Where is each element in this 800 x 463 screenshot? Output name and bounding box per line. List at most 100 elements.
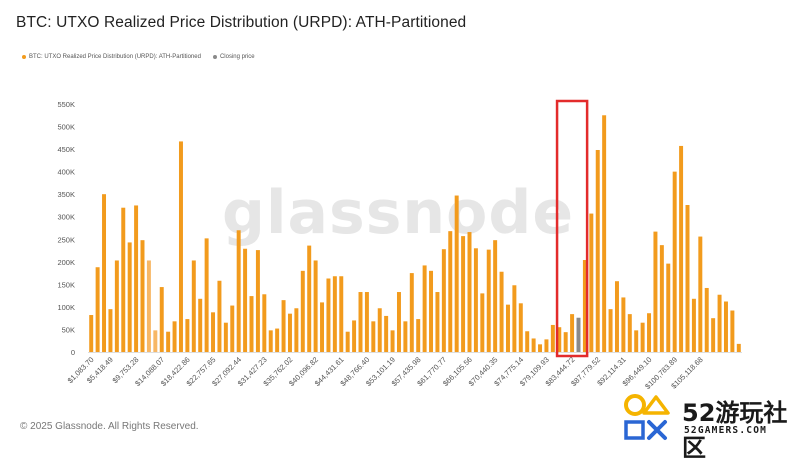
bar: [275, 328, 280, 352]
bar: [243, 248, 248, 352]
bar: [711, 318, 716, 352]
bar: [486, 249, 491, 352]
bar: [582, 260, 587, 352]
bar: [249, 296, 254, 352]
bar: [268, 330, 273, 352]
legend-label-closing-price: Closing price: [219, 54, 255, 60]
bar: [589, 213, 594, 352]
bar: [480, 293, 485, 352]
bar: [627, 314, 632, 352]
site-logo-icon: [624, 394, 670, 440]
bar: [121, 207, 126, 352]
bar: [614, 281, 619, 352]
bar: [544, 339, 549, 352]
bar: [339, 276, 344, 352]
bar: [531, 338, 536, 352]
bar: [294, 308, 299, 352]
bar: [127, 242, 132, 352]
legend-item-closing-price[interactable]: Closing price: [212, 54, 255, 60]
bar: [538, 344, 543, 352]
bar: [230, 305, 235, 352]
bar: [422, 265, 427, 352]
bar: [313, 260, 318, 352]
bar: [602, 115, 607, 352]
bar: [108, 309, 113, 352]
bar: [89, 315, 94, 352]
bar: [102, 194, 107, 352]
bar: [679, 145, 684, 352]
bar: [723, 301, 728, 352]
y-tick-label: 200K: [57, 258, 75, 267]
site-url: 52GAMERS.COM: [684, 425, 768, 436]
bar: [364, 292, 369, 352]
bar: [358, 292, 363, 352]
bar: [396, 292, 401, 352]
bar: [416, 319, 421, 352]
bar: [499, 271, 504, 352]
legend-dot-closing-icon: [212, 55, 217, 59]
bar: [441, 249, 446, 352]
bar: [621, 297, 626, 352]
bar: [198, 298, 203, 352]
bar: [191, 260, 196, 352]
bar: [217, 280, 222, 352]
bar: [146, 260, 151, 352]
bar: [653, 231, 658, 352]
bar: [140, 240, 145, 352]
bar: [448, 231, 453, 352]
bar: [371, 321, 376, 352]
bar: [320, 302, 325, 352]
bar: [435, 292, 440, 352]
bar: [281, 300, 286, 352]
bar: [300, 270, 305, 352]
bar: [730, 310, 735, 352]
bar: [332, 276, 337, 352]
bar: [307, 245, 312, 352]
bar: [429, 270, 434, 352]
y-tick-label: 100K: [57, 303, 75, 312]
bar: [287, 313, 292, 352]
legend-item-urpd[interactable]: BTC: UTXO Realized Price Distribution (U…: [22, 54, 201, 60]
bar: [172, 321, 177, 352]
y-tick-label: 450K: [57, 145, 75, 154]
bar: [377, 308, 382, 352]
bar: [473, 248, 478, 352]
bar: [255, 250, 260, 352]
bar: [236, 230, 241, 352]
y-tick-label: 500K: [57, 123, 75, 132]
bar: [634, 330, 639, 352]
y-tick-label: 400K: [57, 168, 75, 177]
bar: [467, 232, 472, 352]
highlight-box: [555, 99, 589, 358]
bar: [685, 205, 690, 352]
bar: [608, 309, 613, 352]
bar: [384, 315, 389, 352]
bar: [595, 149, 600, 352]
bar: [262, 294, 267, 352]
bar: [95, 267, 100, 352]
bar: [518, 303, 523, 352]
bar: [640, 322, 645, 352]
bar: [659, 245, 664, 352]
bar: [223, 322, 228, 352]
y-tick-label: 250K: [57, 235, 75, 244]
chart-title: BTC: UTXO Realized Price Distribution (U…: [16, 14, 467, 31]
bar: [647, 313, 652, 352]
bar: [352, 320, 357, 352]
y-tick-label: 550K: [57, 100, 75, 109]
bar: [153, 330, 158, 352]
bar: [403, 321, 408, 352]
bar: [178, 141, 183, 352]
bar: [570, 314, 575, 352]
bar: [704, 287, 709, 352]
bar: [493, 240, 498, 352]
bar: [666, 263, 671, 352]
bar: [345, 331, 350, 352]
bar: [505, 304, 510, 352]
bar: [563, 332, 568, 352]
bar: [454, 195, 459, 352]
bar: [204, 238, 209, 352]
bar: [691, 298, 696, 352]
bar: [672, 171, 677, 352]
y-tick-label: 0: [71, 348, 75, 357]
